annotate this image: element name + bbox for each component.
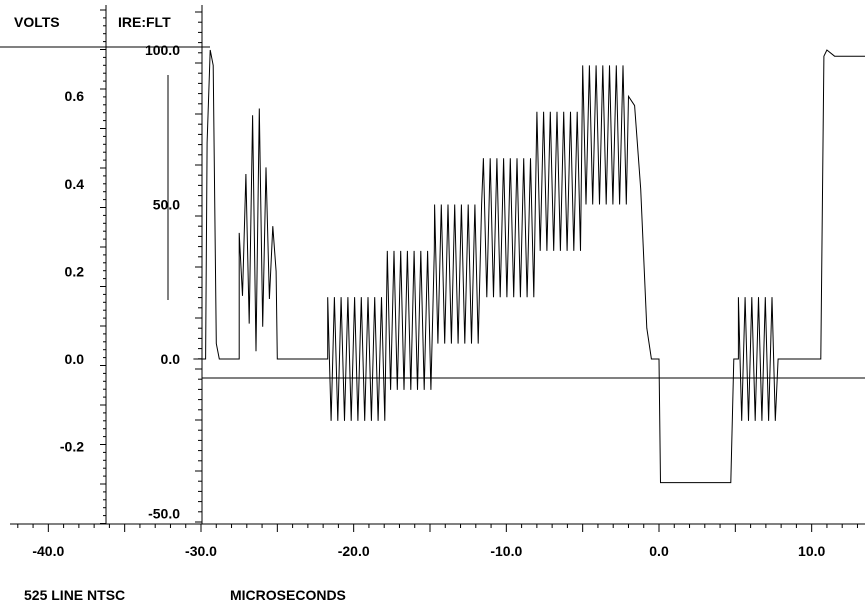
video-signal-trace xyxy=(193,49,865,484)
time-tick-labels: -40.0 -30.0 -20.0 -10.0 0.0 10.0 xyxy=(32,543,825,559)
ire-axis-title: IRE:FLT xyxy=(118,14,171,30)
volts-tick-label: 0.6 xyxy=(65,88,85,104)
volts-tick-label: 0.4 xyxy=(65,176,85,192)
time-tick-label: -30.0 xyxy=(185,543,217,559)
time-tick-label: 0.0 xyxy=(649,543,669,559)
volts-minor-ticks xyxy=(100,9,106,524)
volts-tick-label: 0.0 xyxy=(65,351,85,367)
volts-tick-labels: 0.6 0.4 0.2 0.0 -0.2 xyxy=(60,88,84,454)
ire-tick-label: 0.0 xyxy=(161,351,181,367)
time-ticks xyxy=(17,524,858,532)
time-tick-label: 10.0 xyxy=(798,543,825,559)
footer-standard-label: 525 LINE NTSC xyxy=(24,587,125,603)
time-tick-label: -20.0 xyxy=(338,543,370,559)
volts-tick-label: -0.2 xyxy=(60,439,84,455)
ire-tick-label: 100.0 xyxy=(145,42,180,58)
ire-tick-label: 50.0 xyxy=(153,197,180,213)
volts-axis-title: VOLTS xyxy=(14,14,60,30)
ire-tick-labels: 100.0 50.0 0.0 -50.0 xyxy=(145,42,180,522)
ire-minor-ticks xyxy=(195,11,202,523)
footer-unit-label: MICROSECONDS xyxy=(230,587,346,603)
time-tick-label: -40.0 xyxy=(32,543,64,559)
volts-tick-label: 0.2 xyxy=(65,263,85,279)
ire-tick-label: -50.0 xyxy=(148,506,180,522)
time-tick-label: -10.0 xyxy=(490,543,522,559)
